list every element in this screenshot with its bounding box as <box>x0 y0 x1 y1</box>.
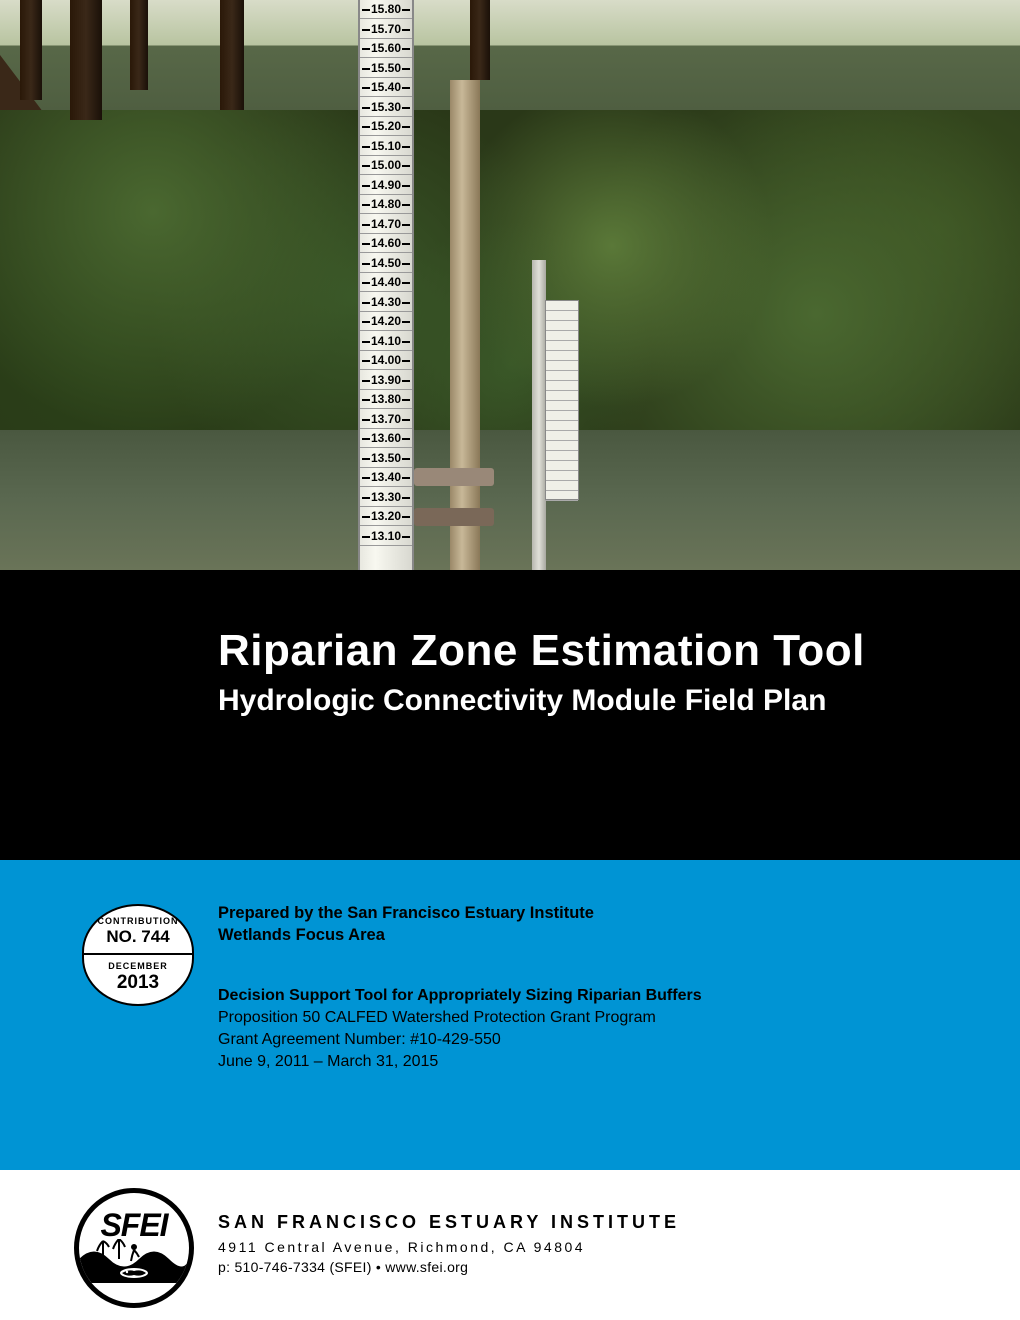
gauge-tick: 13.20 <box>360 507 412 526</box>
detail-line: Proposition 50 CALFED Watershed Protecti… <box>218 1007 1020 1029</box>
tree-trunk <box>20 0 42 100</box>
prepared-by-block: Prepared by the San Francisco Estuary In… <box>218 902 1020 947</box>
badge-contribution-label: CONTRIBUTION <box>84 916 192 926</box>
prepared-line: Wetlands Focus Area <box>218 924 1020 946</box>
gauge-tick: 13.70 <box>360 410 412 429</box>
gauge-tick: 13.40 <box>360 468 412 487</box>
detail-line: Decision Support Tool for Appropriately … <box>218 985 1020 1007</box>
detail-line: June 9, 2011 – March 31, 2015 <box>218 1051 1020 1073</box>
tree-trunk <box>70 0 102 120</box>
gauge-small-tick <box>546 461 578 471</box>
gauge-small-tick <box>546 401 578 411</box>
gauge-tick: 15.10 <box>360 137 412 156</box>
gauge-small-tick <box>546 471 578 481</box>
gauge-tick: 15.60 <box>360 39 412 58</box>
gauge-tick: 14.60 <box>360 234 412 253</box>
org-name: SAN FRANCISCO ESTUARY INSTITUTE <box>218 1212 1020 1233</box>
gauge-bracket <box>414 468 494 486</box>
gauge-tick: 15.70 <box>360 20 412 39</box>
document-title: Riparian Zone Estimation Tool <box>218 626 1020 676</box>
info-band: CONTRIBUTION NO. 744 DECEMBER 2013 Prepa… <box>0 860 1020 1170</box>
gauge-tick: 14.10 <box>360 332 412 351</box>
gauge-small-tick <box>546 361 578 371</box>
ivy-foliage <box>0 110 1020 450</box>
org-address: 4911 Central Avenue, Richmond, CA 94804 <box>218 1239 1020 1255</box>
gauge-tick: 14.00 <box>360 351 412 370</box>
gauge-tick: 13.50 <box>360 449 412 468</box>
gauge-tick: 14.50 <box>360 254 412 273</box>
badge-year: 2013 <box>84 972 192 994</box>
gauge-tick: 15.00 <box>360 156 412 175</box>
hero-photo: 15.8015.7015.6015.5015.4015.3015.2015.10… <box>0 0 1020 570</box>
gauge-tick: 14.30 <box>360 293 412 312</box>
org-contact: p: 510-746-7334 (SFEI) • www.sfei.org <box>218 1259 1020 1275</box>
gauge-small-tick <box>546 381 578 391</box>
badge-number: NO. 744 <box>84 927 192 947</box>
contribution-badge: CONTRIBUTION NO. 744 DECEMBER 2013 <box>82 904 194 1006</box>
gauge-small-tick <box>546 391 578 401</box>
detail-line: Grant Agreement Number: #10-429-550 <box>218 1029 1020 1051</box>
gauge-small-tick <box>546 431 578 441</box>
wooden-post <box>450 80 480 570</box>
gauge-small-tick <box>546 451 578 461</box>
gauge-small-tick <box>546 341 578 351</box>
gauge-tick: 14.20 <box>360 312 412 331</box>
staff-gauge-main: 15.8015.7015.6015.5015.4015.3015.2015.10… <box>358 0 414 570</box>
gauge-tick: 13.90 <box>360 371 412 390</box>
logo-wetland-icon <box>79 1239 189 1283</box>
gauge-small-tick <box>546 441 578 451</box>
grant-details-block: Decision Support Tool for Appropriately … <box>218 985 1020 1073</box>
gauge-small-tick <box>546 331 578 341</box>
tree-trunk <box>130 0 148 90</box>
gauge-tick: 15.40 <box>360 78 412 97</box>
badge-month: DECEMBER <box>84 961 192 971</box>
metal-pole <box>532 260 546 570</box>
gauge-bracket <box>414 508 494 526</box>
footer-band: SFEI SAN FRANCISCO ESTUARY INSTITUTE 491… <box>0 1170 1020 1320</box>
gauge-tick: 13.60 <box>360 429 412 448</box>
gauge-tick: 13.80 <box>360 390 412 409</box>
water-surface <box>0 430 1020 570</box>
gauge-small-tick <box>546 371 578 381</box>
gauge-small-tick <box>546 421 578 431</box>
gauge-tick: 13.30 <box>360 488 412 507</box>
gauge-tick: 15.80 <box>360 0 412 19</box>
gauge-small-tick <box>546 301 578 311</box>
gauge-tick: 15.30 <box>360 98 412 117</box>
gauge-small-tick <box>546 491 578 501</box>
gauge-small-tick <box>546 321 578 331</box>
gauge-small-tick <box>546 481 578 491</box>
prepared-line: Prepared by the San Francisco Estuary In… <box>218 902 1020 924</box>
gauge-tick: 14.90 <box>360 176 412 195</box>
title-band: Riparian Zone Estimation Tool Hydrologic… <box>0 570 1020 860</box>
tree-trunk <box>470 0 490 80</box>
gauge-tick: 14.80 <box>360 195 412 214</box>
gauge-tick: 13.10 <box>360 527 412 546</box>
gauge-small-tick <box>546 351 578 361</box>
gauge-small-tick <box>546 411 578 421</box>
gauge-tick: 15.50 <box>360 59 412 78</box>
gauge-tick: 15.20 <box>360 117 412 136</box>
gauge-tick: 14.70 <box>360 215 412 234</box>
badge-bottom: DECEMBER 2013 <box>82 953 194 1006</box>
staff-gauge-secondary <box>545 300 579 500</box>
gauge-tick: 14.40 <box>360 273 412 292</box>
sfei-logo: SFEI <box>74 1188 194 1308</box>
badge-top: CONTRIBUTION NO. 744 <box>82 904 194 953</box>
document-subtitle: Hydrologic Connectivity Module Field Pla… <box>218 684 1020 718</box>
tree-trunk <box>220 0 244 110</box>
gauge-small-tick <box>546 311 578 321</box>
